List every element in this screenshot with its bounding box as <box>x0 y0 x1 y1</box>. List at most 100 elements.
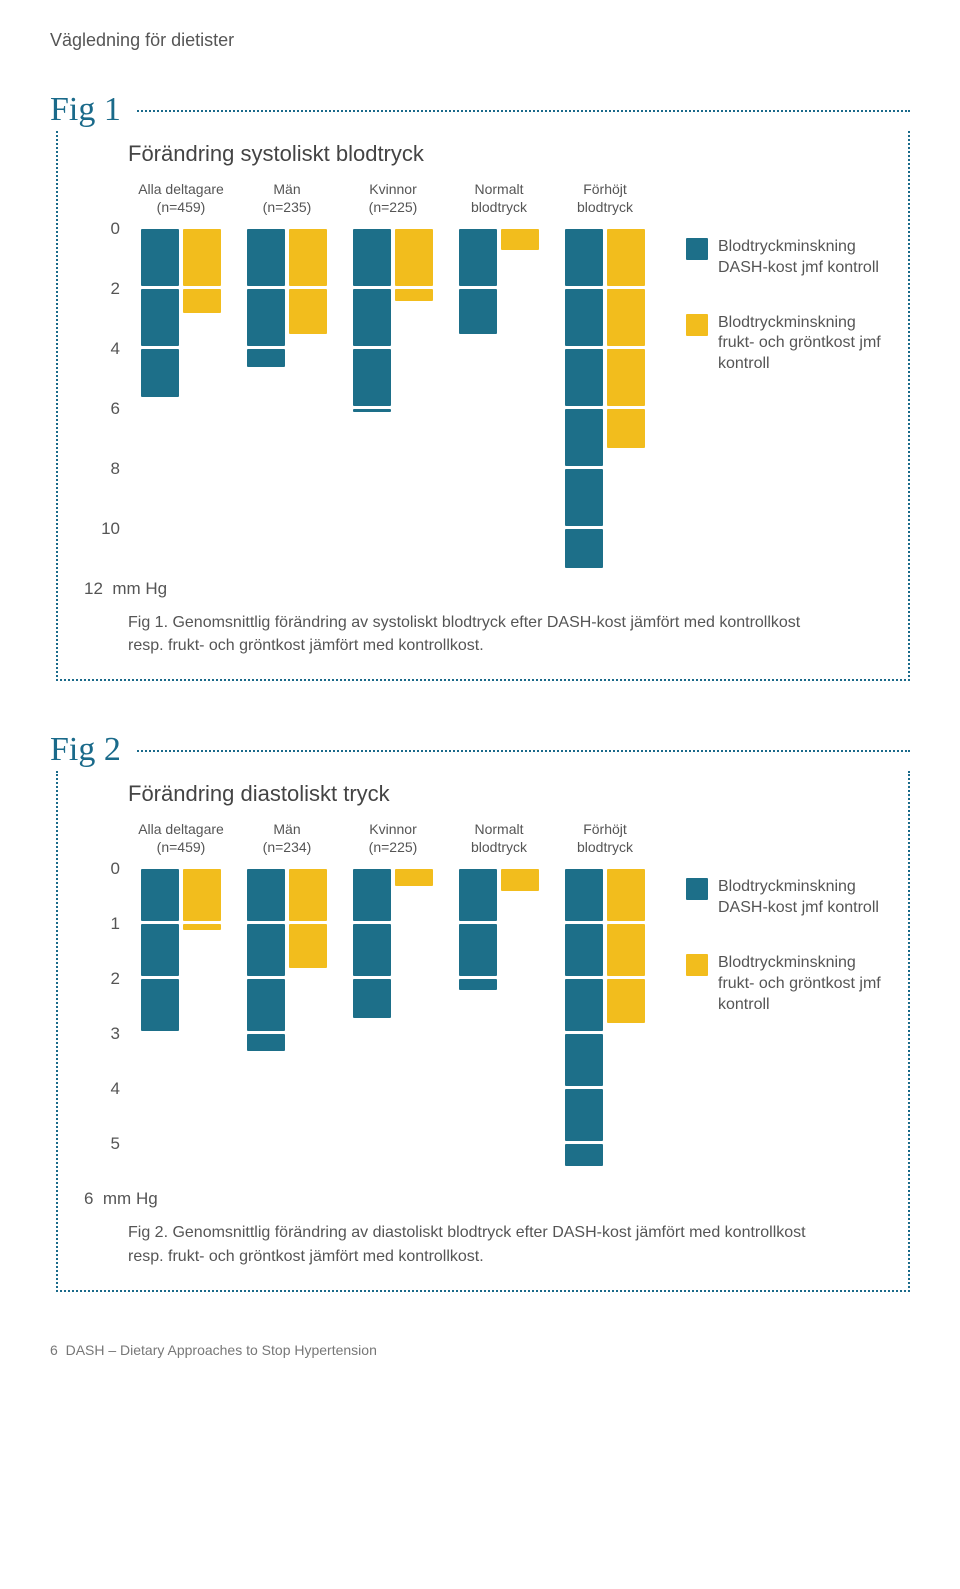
document-header: Vägledning för dietister <box>50 30 910 51</box>
bar <box>183 869 221 930</box>
bar-segment <box>353 869 391 921</box>
bar-segment <box>565 979 603 1031</box>
bar-segment <box>183 229 221 286</box>
bar <box>353 229 391 412</box>
bar-segment <box>565 1089 603 1141</box>
bar-segment <box>141 289 179 346</box>
bar-segment <box>607 979 645 1023</box>
legend-swatch <box>686 314 708 336</box>
y-tick: 0 <box>111 859 120 879</box>
figure-2-category-labels: Alla deltagare(n=459)Män(n=234)Kvinnor(n… <box>128 821 658 856</box>
category-label: Förhöjtblodtryck <box>552 181 658 216</box>
figure-1-label-row: Fig 1 <box>50 91 910 125</box>
bar-group <box>552 869 658 1166</box>
y-tick: 3 <box>111 1024 120 1044</box>
y-tick: 1 <box>111 914 120 934</box>
category-label: Förhöjtblodtryck <box>552 821 658 856</box>
y-tick: 2 <box>111 279 120 299</box>
bar-segment <box>141 924 179 976</box>
legend-text: Blodtryckminskning DASH-kost jmf kontrol… <box>718 877 882 919</box>
bar-segment <box>565 409 603 466</box>
figure-2: Fig 2 Förändring diastoliskt tryck 0 1 2 3 4… <box>50 731 910 1291</box>
bar-group <box>446 229 552 334</box>
bar-segment <box>607 924 645 976</box>
bar-segment <box>289 289 327 334</box>
y-tick: 0 <box>111 219 120 239</box>
bar-segment <box>459 979 497 990</box>
bar <box>565 229 603 568</box>
page-number: 6 <box>50 1342 58 1358</box>
y-tick: 2 <box>111 969 120 989</box>
bar-segment <box>353 409 391 412</box>
bar-segment <box>607 869 645 921</box>
bar-segment <box>565 229 603 286</box>
bar-segment <box>247 979 285 1031</box>
y-tick: 6 <box>111 399 120 419</box>
bar-segment <box>607 349 645 406</box>
figure-2-caption: Fig 2. Genomsnittlig förändring av diast… <box>128 1221 828 1267</box>
figure-1-bars <box>128 229 658 589</box>
bar <box>183 229 221 313</box>
legend-item: Blodtryckminskning DASH-kost jmf kontrol… <box>686 877 882 919</box>
figure-1-category-labels: Alla deltagare(n=459)Män(n=235)Kvinnor(n… <box>128 181 658 216</box>
bar-segment <box>395 229 433 286</box>
bar-segment <box>353 229 391 286</box>
bar <box>459 229 497 334</box>
figure-2-bars <box>128 869 658 1199</box>
bar-segment <box>395 289 433 301</box>
bar-segment <box>565 469 603 526</box>
bar <box>247 229 285 367</box>
figure-2-title: Förändring diastoliskt tryck <box>128 781 882 807</box>
bar-segment <box>141 869 179 921</box>
category-label: Normaltblodtryck <box>446 181 552 216</box>
footer-title: DASH – Dietary Approaches to Stop Hypert… <box>66 1342 377 1358</box>
bar-segment <box>607 289 645 346</box>
bar <box>141 869 179 1034</box>
bar-segment <box>247 869 285 921</box>
bar <box>459 869 497 990</box>
category-label: Normaltblodtryck <box>446 821 552 856</box>
y-tick: 5 <box>111 1134 120 1154</box>
bar <box>607 229 645 448</box>
bar-segment <box>565 1144 603 1166</box>
legend-swatch <box>686 878 708 900</box>
bar-group <box>128 229 234 397</box>
y-tick: 10 <box>101 519 120 539</box>
bar-group <box>234 869 340 1051</box>
y-tick: 8 <box>111 459 120 479</box>
bar-segment <box>353 979 391 1018</box>
bar-segment <box>607 229 645 286</box>
bar-segment <box>183 869 221 921</box>
y-tick: 4 <box>111 1079 120 1099</box>
bar-segment <box>141 349 179 397</box>
bar-group <box>340 229 446 412</box>
legend-text: Blodtryckminskning frukt- och gröntkost … <box>718 953 882 1015</box>
legend-swatch <box>686 238 708 260</box>
bar-group <box>552 229 658 568</box>
legend-item: Blodtryckminskning DASH-kost jmf kontrol… <box>686 237 882 279</box>
bar <box>395 229 433 301</box>
figure-1-title: Förändring systoliskt blodtryck <box>128 141 882 167</box>
bar-segment <box>395 869 433 886</box>
legend-item: Blodtryckminskning frukt- och gröntkost … <box>686 953 882 1015</box>
bar-segment <box>183 289 221 313</box>
bar-segment <box>501 229 539 250</box>
bar-segment <box>565 869 603 921</box>
figure-2-label: Fig 2 <box>50 731 135 769</box>
figure-2-label-row: Fig 2 <box>50 731 910 765</box>
bar <box>565 869 603 1166</box>
category-label: Alla deltagare(n=459) <box>128 821 234 856</box>
figure-1-plot: Alla deltagare(n=459)Män(n=235)Kvinnor(n… <box>128 229 658 589</box>
figure-2-chart: 0123456 mm Hg Alla deltagare(n=459)Män(n… <box>84 821 882 1199</box>
figure-1-frame: Förändring systoliskt blodtryck 02468101… <box>56 131 910 681</box>
bar-segment <box>459 289 497 334</box>
bar-segment <box>565 529 603 568</box>
bar <box>353 869 391 1018</box>
bar-segment <box>247 1034 285 1051</box>
bar-segment <box>607 409 645 448</box>
bar-segment <box>141 229 179 286</box>
figure-2-plot: Alla deltagare(n=459)Män(n=234)Kvinnor(n… <box>128 869 658 1199</box>
bar-segment <box>141 979 179 1031</box>
bar-segment <box>501 869 539 891</box>
bar-segment <box>183 924 221 930</box>
